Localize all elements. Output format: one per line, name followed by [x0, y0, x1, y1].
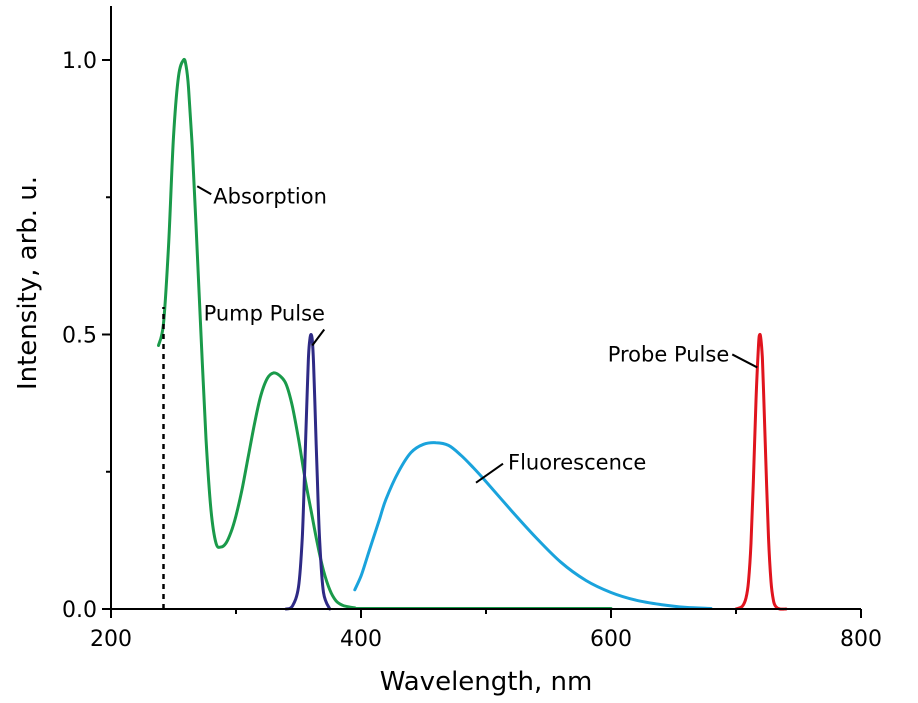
- x-tick-label: 200: [90, 627, 132, 652]
- y-tick-label: 0.5: [62, 324, 97, 349]
- annotation-label-probe-pulse: Probe Pulse: [608, 342, 730, 366]
- y-tick-label: 1.0: [62, 49, 97, 74]
- series-line-pump-pulse: [284, 333, 332, 611]
- series-line-absorption: [157, 57, 613, 610]
- annotation-leader-fluorescence: [475, 462, 504, 484]
- series-line-fluorescence: [353, 441, 713, 610]
- y-axis-title: Intensity, arb. u.: [13, 176, 43, 390]
- ticks-layer: 200 400 600 800 0.0 0.5 1.0: [62, 49, 882, 652]
- x-axis-title: Wavelength, nm: [380, 667, 593, 697]
- annotations-layer: Absorption Pump Pulse Fluorescence Probe Pu…: [196, 184, 758, 484]
- annotation-label-pump-pulse: Pump Pulse: [204, 301, 325, 325]
- x-tick-label: 600: [590, 627, 632, 652]
- annotation-label-absorption: Absorption: [213, 184, 327, 208]
- y-tick-label: 0.0: [62, 598, 97, 623]
- annotation-leader-pump-pulse: [311, 328, 326, 347]
- annotation-leader-absorption: [196, 185, 212, 196]
- series-line-probe-pulse: [734, 332, 788, 611]
- annotation-leader-probe-pulse: [731, 353, 758, 369]
- annotation-label-fluorescence: Fluorescence: [508, 451, 646, 475]
- x-tick-label: 800: [840, 627, 882, 652]
- curves-layer: [157, 57, 788, 611]
- x-tick-label: 400: [340, 627, 382, 652]
